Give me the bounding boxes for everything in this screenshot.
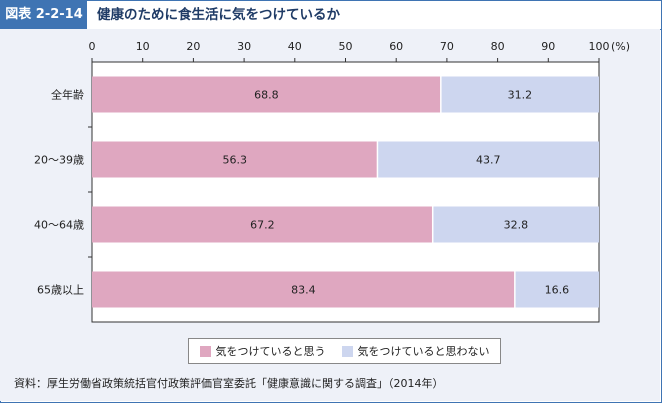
x-tick-label: 50 bbox=[339, 40, 353, 53]
bar-segment bbox=[440, 76, 599, 113]
bar-segment bbox=[377, 141, 599, 178]
x-tick-label: 0 bbox=[89, 40, 96, 53]
bar-value-label: 32.8 bbox=[504, 219, 529, 232]
figure-title: 健康のために食生活に気をつけているか bbox=[97, 7, 340, 23]
bar-segment bbox=[92, 76, 441, 113]
figure-number-badge: 図表 2-2-14 bbox=[1, 1, 87, 29]
legend-item-not-careful: 気をつけていると思わない bbox=[341, 343, 490, 359]
x-tick-label: 70 bbox=[440, 40, 454, 53]
legend-label-not-careful: 気をつけていると思わない bbox=[357, 345, 490, 358]
x-unit-label: (%) bbox=[611, 40, 630, 53]
bar-segment bbox=[92, 271, 515, 308]
category-label: 65歳以上 bbox=[37, 284, 84, 297]
legend-label-think-careful: 気をつけていると思う bbox=[215, 345, 326, 358]
legend-item-think-careful: 気をつけていると思う bbox=[199, 343, 326, 359]
chart-legend: 気をつけていると思う 気をつけていると思わない bbox=[188, 338, 501, 364]
bar-value-label: 16.6 bbox=[545, 284, 570, 297]
x-tick-label: 10 bbox=[136, 40, 150, 53]
figure-header: 図表 2-2-14 健康のために食生活に気をつけているか bbox=[1, 1, 661, 30]
x-tick-label: 100 bbox=[589, 40, 610, 53]
x-tick-label: 90 bbox=[541, 40, 555, 53]
bar-value-label: 83.4 bbox=[291, 284, 316, 297]
bar-segment bbox=[514, 271, 599, 308]
bar-value-label: 43.7 bbox=[476, 154, 501, 167]
bar-value-label: 67.2 bbox=[250, 219, 275, 232]
category-label: 全年齢 bbox=[51, 88, 84, 102]
bar-value-label: 56.3 bbox=[222, 154, 247, 167]
x-tick-label: 30 bbox=[237, 40, 251, 53]
legend-swatch-not-careful bbox=[341, 345, 353, 357]
bar-value-label: 31.2 bbox=[508, 89, 533, 102]
category-label: 20～39歳 bbox=[34, 154, 84, 167]
bar-segment bbox=[432, 206, 599, 243]
bar-segment bbox=[92, 206, 433, 243]
x-tick-label: 80 bbox=[491, 40, 505, 53]
bar-value-label: 68.8 bbox=[254, 89, 279, 102]
source-note: 資料：厚生労働省政策統括官付政策評価官室委託「健康意識に関する調査」（2014年… bbox=[14, 377, 444, 390]
legend-swatch-think-careful bbox=[199, 345, 211, 357]
bar-segment bbox=[92, 141, 378, 178]
x-tick-label: 60 bbox=[389, 40, 403, 53]
x-tick-label: 40 bbox=[288, 40, 302, 53]
category-label: 40～64歳 bbox=[34, 219, 84, 232]
x-tick-label: 20 bbox=[186, 40, 200, 53]
